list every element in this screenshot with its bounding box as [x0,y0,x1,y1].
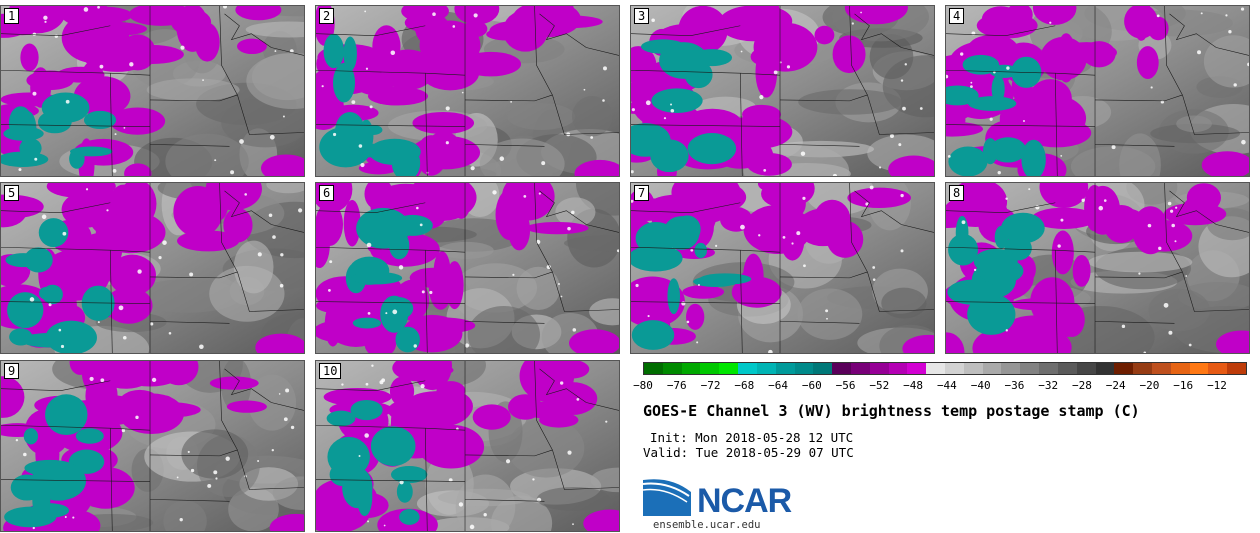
colorbar-swatch [963,363,983,374]
colorbar-tick-label: −16 [1173,379,1194,392]
colorbar-tick-label: −28 [1072,379,1092,392]
colorbar-swatch [1170,363,1190,374]
colorbar-swatch [662,363,682,374]
figure-title: GOES-E Channel 3 (WV) brightness temp po… [643,402,1140,420]
wv-field [946,183,1249,353]
colorbar-swatch [756,363,776,374]
colorbar-swatch [681,363,701,374]
colorbar-tick-label: −80 [633,379,653,392]
colorbar-swatch [794,363,814,374]
panel-label: 10 [319,363,342,379]
map-panel-7: 7 [630,182,935,354]
colorbar-tick-label: −60 [801,379,822,392]
colorbar-tick-label: −56 [835,379,856,392]
colorbar-swatch [813,363,833,374]
panel-label: 8 [949,185,965,201]
colorbar-swatch [775,363,795,374]
colorbar-swatch [719,363,739,374]
colorbar-tick-label: −76 [666,379,687,392]
colorbar-swatch [926,363,945,374]
site-url: ensemble.ucar.edu [653,519,761,531]
colorbar-swatch [644,363,663,374]
colorbar-swatch [907,363,927,374]
colorbar-tick-label: −64 [768,379,788,392]
logo-text: NCAR [697,482,792,520]
colorbar-swatch [869,363,889,374]
panel-label: 1 [4,8,20,24]
colorbar-ticks: −80 −76 −72 −68 −64 −60 −56 −52 −48 −44 −40 −36 −32−… [633,379,1247,393]
panel-label: 3 [634,8,650,24]
colorbar [643,362,1247,375]
panel-label: 4 [949,8,965,24]
valid-time: Valid: Tue 2018-05-29 07 UTC [643,445,854,460]
wv-field [631,6,934,176]
colorbar-swatch [1039,363,1058,374]
colorbar-tick-label: −20 [1139,379,1160,392]
colorbar-swatch [1114,363,1134,374]
colorbar-swatch [1095,363,1115,374]
wv-field [631,183,934,353]
colorbar-tick-label: −36 [1004,379,1025,392]
wv-field [946,6,1249,176]
colorbar-swatch [1189,363,1209,374]
panel-label: 9 [4,363,20,379]
colorbar-swatch [738,363,757,374]
wv-field [316,361,619,531]
colorbar-tick-label: −48 [903,379,924,392]
colorbar-tick-label: −24 [1105,379,1126,392]
map-panel-8: 8 [945,182,1250,354]
colorbar-swatch [1001,363,1021,374]
colorbar-tick-label: −44 [936,379,957,392]
colorbar-swatch [1076,363,1096,374]
colorbar-swatch [1151,363,1171,374]
panel-label: 2 [319,8,335,24]
wv-field [316,183,619,353]
colorbar-tick-label: −32 [1038,379,1059,392]
wv-field [1,183,304,353]
colorbar-tick-label: −72 [700,379,721,392]
colorbar-swatch [1208,363,1228,374]
colorbar-swatch [888,363,908,374]
wv-field [1,6,304,176]
colorbar-swatch [982,363,1002,374]
colorbar-tick-label: −12 [1207,379,1227,392]
colorbar-swatch [700,363,720,374]
colorbar-tick-label: −40 [970,379,991,392]
wv-field [316,6,619,176]
ncar-logo-icon [643,479,691,516]
colorbar-swatch [1133,363,1152,374]
colorbar-swatch [850,363,870,374]
map-panel-3: 3 [630,5,935,177]
colorbar-swatch [945,363,964,374]
colorbar-swatch [1057,363,1077,374]
map-panel-2: 2 [315,5,620,177]
map-panel-1: 1 [0,5,305,177]
colorbar-swatch [1020,363,1040,374]
wv-field [1,361,304,531]
map-panel-6: 6 [315,182,620,354]
panel-label: 5 [4,185,20,201]
map-panel-9: 9 [0,360,305,532]
colorbar-swatch [832,363,851,374]
map-panel-4: 4 [945,5,1250,177]
colorbar-swatch [1227,363,1246,374]
colorbar-tick-label: −52 [869,379,890,392]
panel-label: 7 [634,185,650,201]
init-time: Init: Mon 2018-05-28 12 UTC [650,430,854,445]
map-panel-10: 10 [315,360,620,532]
panel-label: 6 [319,185,335,201]
map-panel-5: 5 [0,182,305,354]
colorbar-tick-label: −68 [734,379,755,392]
